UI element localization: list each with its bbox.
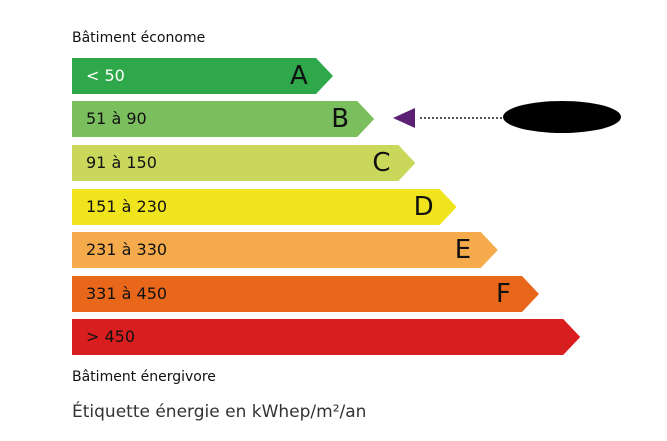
class-letter: C (372, 148, 391, 178)
class-letter: D (413, 192, 434, 222)
top-label: Bâtiment économe (72, 30, 206, 46)
energy-class-c: 91 à 150 C (72, 145, 416, 181)
class-letter: A (290, 61, 308, 91)
energy-class-d: 151 à 230 D (72, 189, 457, 225)
class-letter: B (331, 104, 350, 134)
indicator-arrow-icon (393, 108, 415, 128)
class-range: 151 à 230 (86, 197, 168, 216)
class-range: < 50 (86, 66, 125, 85)
energy-class-e: 231 à 330 E (72, 232, 498, 268)
class-range: 51 à 90 (86, 109, 147, 128)
class-letter: E (454, 235, 472, 265)
class-range: 91 à 150 (86, 153, 157, 172)
class-range: > 450 (86, 327, 136, 346)
energy-class-b: 51 à 90 B (72, 101, 375, 137)
class-letter: F (496, 279, 511, 309)
bottom-label: Bâtiment énergivore (72, 369, 216, 385)
class-range: 231 à 330 (86, 240, 168, 259)
indicator-dotted-line (420, 117, 502, 119)
class-range: 331 à 450 (86, 284, 168, 303)
energy-class-g: > 450 (72, 319, 581, 355)
caption: Étiquette énergie en kWhep/m²/an (72, 402, 367, 422)
energy-class-a: < 50 A (72, 58, 333, 94)
redacted-value (503, 101, 621, 133)
energy-class-f: 331 à 450 F (72, 276, 539, 312)
